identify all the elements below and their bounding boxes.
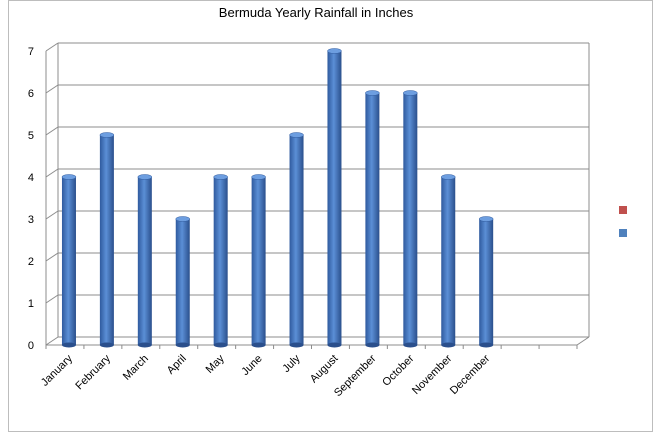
bar [327, 48, 342, 348]
gridline-diagonal [45, 336, 59, 346]
y-tick-label: 0 [28, 340, 34, 352]
axis-layer [45, 43, 590, 349]
bar-base [99, 342, 114, 348]
gridline-diagonal [45, 126, 59, 136]
bar-base [137, 342, 152, 348]
gridline-diagonal [45, 294, 59, 304]
legend-marker [619, 206, 627, 214]
bar-body [251, 177, 266, 345]
bar-base [441, 342, 456, 348]
x-tick-label: June [239, 353, 264, 378]
bar-body [137, 177, 152, 345]
legend-marker [619, 229, 627, 237]
bar [403, 90, 418, 348]
bar [441, 174, 456, 348]
x-tick-label: January [39, 352, 76, 389]
bar [251, 174, 266, 348]
x-tick-label: May [204, 352, 228, 376]
bar-body [61, 177, 76, 345]
x-tick-label: July [280, 352, 303, 375]
bar-top [61, 174, 77, 180]
bar-base [251, 342, 266, 348]
bar [175, 216, 190, 348]
bar-base [289, 342, 304, 348]
bar [61, 174, 77, 348]
bar-base [479, 342, 494, 348]
x-tick-label: August [308, 353, 341, 386]
x-tick-label: February [73, 352, 113, 392]
bar [99, 132, 115, 348]
legend [619, 206, 627, 237]
x-tick-label: September [332, 352, 379, 399]
chart-title: Bermuda Yearly Rainfall in Inches [219, 5, 414, 20]
grid-layer [45, 42, 589, 346]
bar-top [403, 90, 418, 96]
floor-right-edge [576, 336, 590, 346]
bar-top [213, 174, 228, 180]
bar-body [327, 51, 342, 345]
y-tick-label: 3 [28, 214, 34, 226]
bar-body [479, 219, 494, 345]
x-tick-label: November [410, 352, 455, 397]
bar-base [403, 342, 418, 348]
bar-base [61, 342, 76, 348]
y-tick-label: 5 [28, 130, 34, 142]
y-tick-labels: 0 1 2 3 4 5 6 7 [28, 46, 34, 352]
bar-base [365, 342, 380, 348]
bar-body [213, 177, 228, 345]
bar [289, 132, 304, 348]
bar [213, 174, 228, 348]
bar-body [289, 135, 304, 345]
bar-top [478, 216, 494, 222]
gridline-diagonal [45, 210, 59, 220]
x-tick-label: October [380, 352, 416, 388]
bar-top [175, 216, 190, 222]
bar-body [99, 135, 114, 345]
y-tick-label: 1 [28, 298, 34, 310]
bar-base [175, 342, 190, 348]
bar-base [327, 342, 342, 348]
bar-top [137, 174, 153, 180]
bar [478, 216, 494, 348]
gridline-diagonal [45, 252, 59, 262]
bar-top [289, 132, 304, 138]
y-tick-label: 7 [28, 46, 34, 58]
bar-top [99, 132, 115, 138]
y-tick-label: 6 [28, 88, 34, 100]
bar [365, 90, 380, 348]
bar [137, 174, 153, 348]
y-tick-label: 4 [28, 172, 34, 184]
bar-body [365, 93, 380, 345]
bar-base [213, 342, 228, 348]
bar-layer [61, 48, 494, 348]
x-tick-label: December [448, 352, 493, 397]
gridline-diagonal [45, 42, 59, 52]
bar-body [441, 177, 456, 345]
bar-top [327, 48, 342, 54]
bar-body [175, 219, 190, 345]
bar-top [251, 174, 266, 180]
bar-top [441, 174, 456, 180]
x-tick-label: March [121, 353, 151, 383]
x-tick-label: April [165, 353, 189, 377]
y-tick-label: 2 [28, 256, 34, 268]
bar-top [365, 90, 380, 96]
gridline-diagonal [45, 168, 59, 178]
bar-body [403, 93, 418, 345]
gridline-diagonal [45, 84, 59, 94]
